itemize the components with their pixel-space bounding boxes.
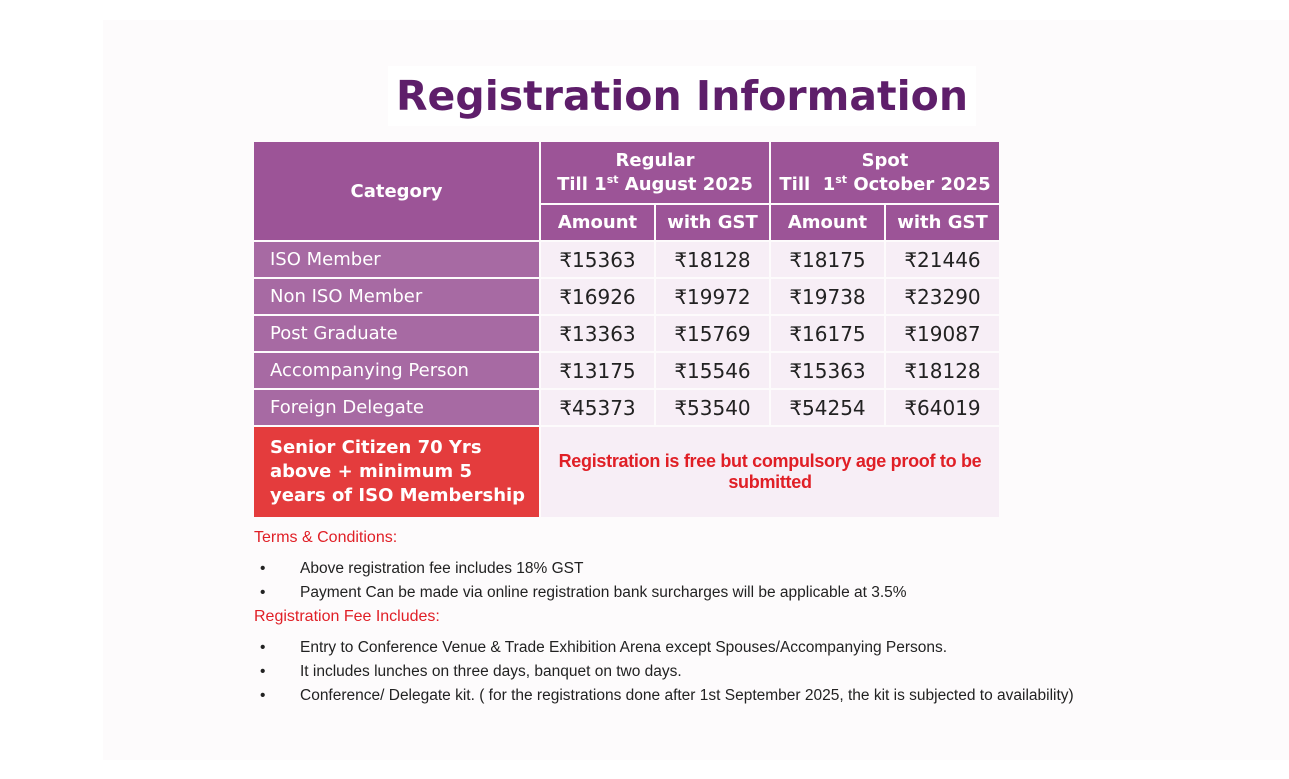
list-item: • Conference/ Delegate kit. ( for the reg…	[254, 684, 1074, 708]
regular-header: Regular Till 1st August 2025	[541, 142, 769, 203]
fee-cell: ₹19972	[656, 279, 769, 314]
fee-cell: ₹15769	[656, 316, 769, 351]
list-item: • It includes lunches on three days, banq…	[254, 660, 1074, 684]
fee-cell: ₹18128	[886, 353, 999, 388]
fee-cell: ₹16175	[771, 316, 884, 351]
terms-list: • Above registration fee includes 18% GST…	[254, 557, 907, 605]
fee-cell: ₹18175	[771, 242, 884, 277]
table-row: Post Graduate ₹13363 ₹15769 ₹16175 ₹1908…	[254, 316, 999, 351]
list-item: • Payment Can be made via online registra…	[254, 581, 907, 605]
fee-cell: ₹64019	[886, 390, 999, 425]
fee-cell: ₹19738	[771, 279, 884, 314]
registration-table: Category Regular Till 1st August 2025 Sp…	[252, 140, 1001, 519]
bullet-icon: •	[260, 687, 266, 704]
spot-label: Spot	[861, 149, 909, 171]
fee-cell: ₹19087	[886, 316, 999, 351]
row-label: Accompanying Person	[254, 353, 539, 388]
row-label: Non ISO Member	[254, 279, 539, 314]
fee-cell: ₹15363	[541, 242, 654, 277]
row-label: Post Graduate	[254, 316, 539, 351]
row-label: Foreign Delegate	[254, 390, 539, 425]
fee-cell: ₹18128	[656, 242, 769, 277]
bullet-icon: •	[260, 560, 266, 577]
spot-header: Spot Till 1st October 2025	[771, 142, 999, 203]
fee-cell: ₹21446	[886, 242, 999, 277]
fee-cell: ₹23290	[886, 279, 999, 314]
terms-heading: Terms & Conditions:	[254, 529, 398, 546]
fee-cell: ₹15546	[656, 353, 769, 388]
regular-till: Till 1st August 2025	[557, 172, 753, 195]
subheader-with-gst: with GST	[656, 205, 769, 240]
list-item: • Entry to Conference Venue & Trade Exhib…	[254, 636, 1074, 660]
page-title: Registration Information	[388, 66, 976, 126]
table-row: Accompanying Person ₹13175 ₹15546 ₹15363…	[254, 353, 999, 388]
table-row: Foreign Delegate ₹45373 ₹53540 ₹54254 ₹6…	[254, 390, 999, 425]
fee-cell: ₹15363	[771, 353, 884, 388]
fee-cell: ₹13363	[541, 316, 654, 351]
table-row: Non ISO Member ₹16926 ₹19972 ₹19738 ₹232…	[254, 279, 999, 314]
bullet-icon: •	[260, 584, 266, 601]
spot-till: Till 1st October 2025	[779, 172, 991, 195]
fee-cell: ₹45373	[541, 390, 654, 425]
fee-includes-heading: Registration Fee Includes:	[254, 608, 440, 625]
table-row: ISO Member ₹15363 ₹18128 ₹18175 ₹21446	[254, 242, 999, 277]
fee-cell: ₹16926	[541, 279, 654, 314]
fee-cell: ₹53540	[656, 390, 769, 425]
fee-cell: ₹54254	[771, 390, 884, 425]
list-item: • Above registration fee includes 18% GST	[254, 557, 907, 581]
subheader-amount: Amount	[541, 205, 654, 240]
bullet-icon: •	[260, 663, 266, 680]
subheader-amount: Amount	[771, 205, 884, 240]
fee-includes-list: • Entry to Conference Venue & Trade Exhib…	[254, 636, 1074, 708]
row-label: ISO Member	[254, 242, 539, 277]
senior-citizen-row: Senior Citizen 70 Yrs above + minimum 5 …	[254, 427, 999, 517]
bullet-icon: •	[260, 639, 266, 656]
senior-citizen-note: Registration is free but compulsory age …	[541, 427, 999, 517]
category-header: Category	[254, 142, 539, 240]
regular-label: Regular	[615, 149, 695, 171]
subheader-with-gst: with GST	[886, 205, 999, 240]
fee-cell: ₹13175	[541, 353, 654, 388]
senior-citizen-label: Senior Citizen 70 Yrs above + minimum 5 …	[254, 427, 539, 517]
